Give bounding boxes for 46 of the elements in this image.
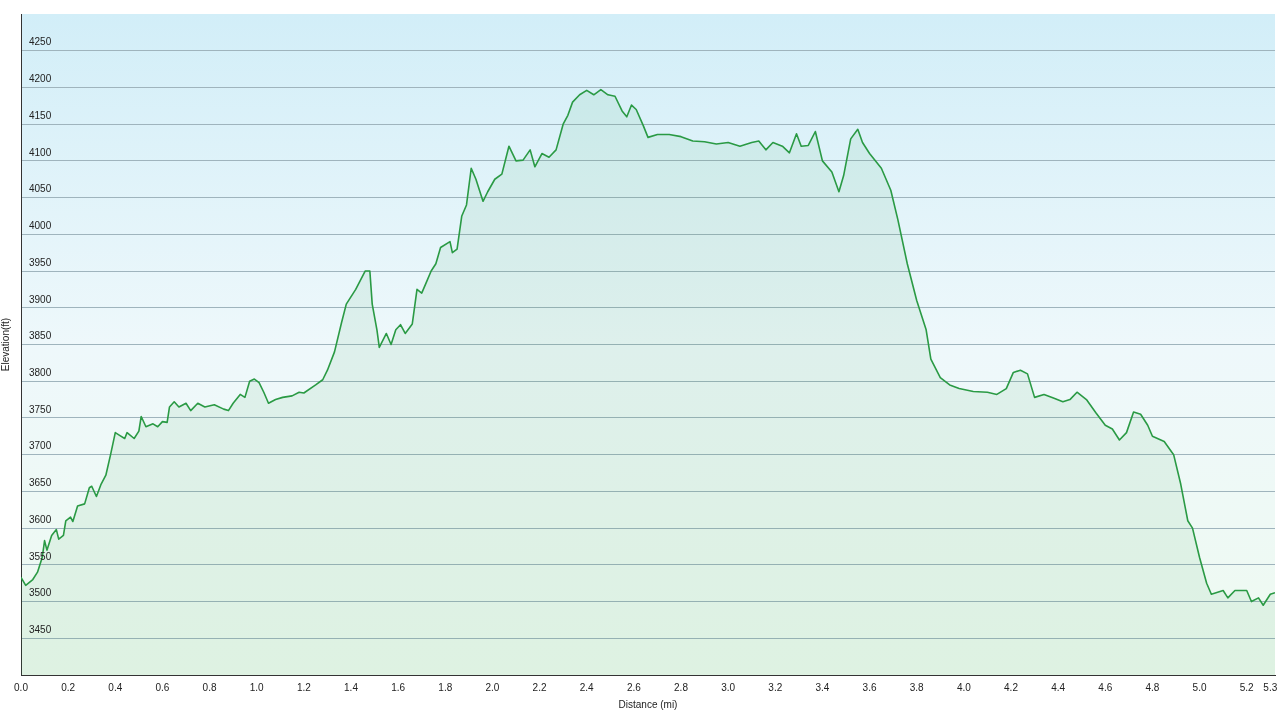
x-tick-label: 5.2 bbox=[1239, 681, 1255, 693]
y-tick-label: 3950 bbox=[29, 256, 52, 268]
y-tick-label: 3850 bbox=[29, 330, 52, 342]
y-tick-label: 4150 bbox=[29, 109, 52, 121]
x-tick-label: 5.0 bbox=[1192, 681, 1207, 693]
y-tick-label: 3500 bbox=[29, 587, 52, 599]
x-tick-label: 3.2 bbox=[768, 681, 783, 693]
x-tick-label: 3.4 bbox=[815, 681, 830, 693]
y-tick-label: 3750 bbox=[29, 403, 52, 415]
x-tick-label: 0.6 bbox=[155, 681, 170, 693]
x-tick-label: 4.0 bbox=[956, 681, 972, 693]
x-tick-label: 2.6 bbox=[626, 681, 642, 693]
x-tick-label: 1.2 bbox=[296, 681, 312, 693]
x-tick-label: 3.8 bbox=[909, 681, 925, 693]
y-tick-label: 4050 bbox=[29, 183, 52, 195]
x-tick-label: 4.2 bbox=[1004, 681, 1019, 693]
y-tick-label: 4250 bbox=[29, 36, 52, 48]
x-tick-label: 2.2 bbox=[532, 681, 547, 693]
x-tick-label: 3.0 bbox=[721, 681, 736, 693]
y-tick-label: 3450 bbox=[29, 624, 52, 636]
y-tick-label: 4100 bbox=[29, 146, 52, 158]
x-tick-label: 1.8 bbox=[438, 681, 453, 693]
x-tick-label: 2.4 bbox=[579, 681, 595, 693]
x-tick-label: 2.0 bbox=[485, 681, 500, 693]
x-tick-label: 0.8 bbox=[202, 681, 217, 693]
y-tick-label: 4000 bbox=[29, 220, 52, 232]
y-tick-label: 4200 bbox=[29, 73, 52, 85]
x-tick-label: 2.8 bbox=[674, 681, 689, 693]
x-tick-label: 0.4 bbox=[108, 681, 123, 693]
x-tick-label: 4.6 bbox=[1098, 681, 1113, 693]
y-tick-label: 3700 bbox=[29, 440, 52, 452]
x-tick-label: 4.4 bbox=[1051, 681, 1066, 693]
x-tick-label: 4.8 bbox=[1145, 681, 1160, 693]
y-tick-label: 3650 bbox=[29, 477, 52, 489]
y-tick-label: 3600 bbox=[29, 513, 52, 525]
x-tick-label: 0.0 bbox=[14, 681, 29, 693]
y-axis-title: Elevation(ft) bbox=[0, 317, 11, 372]
x-tick-label: 5.3 bbox=[1263, 681, 1278, 693]
x-tick-label: 1.4 bbox=[344, 681, 359, 693]
x-tick-label: 1.6 bbox=[391, 681, 406, 693]
x-tick-label: 3.6 bbox=[862, 681, 877, 693]
y-tick-label: 3900 bbox=[29, 293, 52, 305]
x-tick-label: 1.0 bbox=[249, 681, 265, 693]
x-tick-label: 0.2 bbox=[61, 681, 76, 693]
x-axis-title: Distance (mi) bbox=[618, 698, 678, 710]
y-tick-label: 3800 bbox=[29, 366, 52, 378]
